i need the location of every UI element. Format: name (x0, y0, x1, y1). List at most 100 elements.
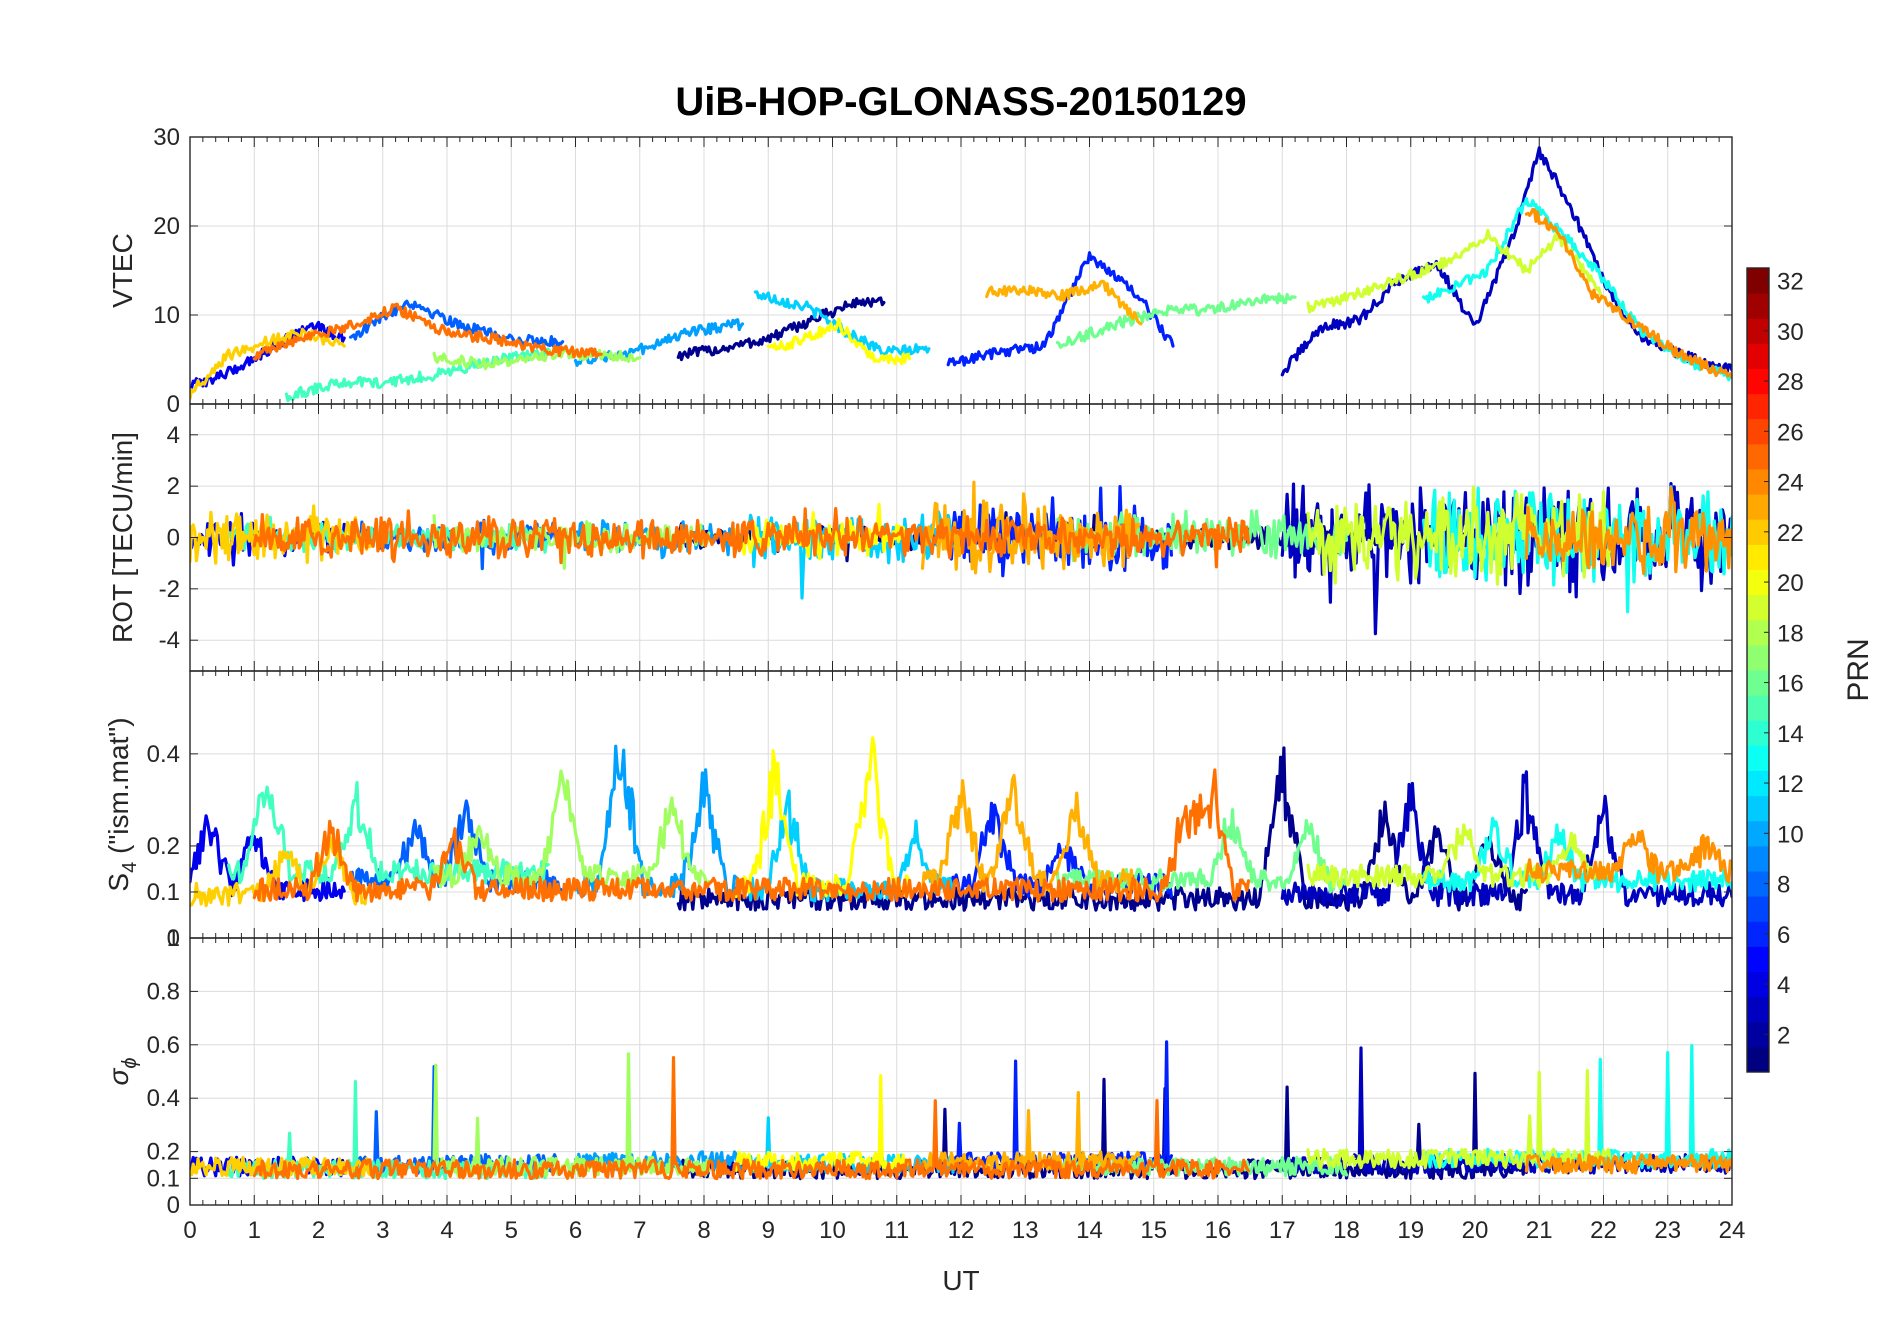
x-tick-label: 15 (1140, 1217, 1167, 1244)
colorbar-swatch (1747, 946, 1769, 972)
y-tick-label: 0.4 (147, 741, 180, 768)
colorbar-swatch (1747, 318, 1769, 344)
colorbar-swatch (1747, 443, 1769, 470)
colorbar-swatch (1747, 921, 1769, 947)
colorbar-tick-label: 28 (1777, 369, 1804, 396)
series-prn-16-vtec (1055, 292, 1297, 349)
x-tick-label: 23 (1654, 1217, 1681, 1244)
y-tick-label: 0.8 (147, 978, 180, 1005)
series-prn-23-s4 (1524, 829, 1732, 884)
x-axis-ticks: 0 1 2 3 4 5 6 7 8 9 10 11 12 13 14 15 16 17 18 19 20 21 22 23 24 (183, 1217, 1745, 1244)
colorbar-swatch (1747, 1046, 1769, 1073)
colorbar-swatch (1747, 820, 1769, 847)
y-tick-label: 0.4 (147, 1085, 180, 1112)
x-tick-label: 16 (1205, 1217, 1232, 1244)
y-tick-label: 4 (167, 422, 180, 449)
colorbar-swatch (1747, 619, 1769, 646)
colorbar-swatch (1747, 418, 1769, 445)
traces-vtec (190, 146, 1732, 403)
colorbar-swatch (1747, 393, 1769, 420)
colorbar-swatch (1747, 996, 1769, 1023)
colorbar-swatch (1747, 871, 1769, 897)
colorbar-swatch (1747, 770, 1769, 797)
series-prn-1-vtec (676, 296, 886, 362)
x-tick-label: 17 (1269, 1217, 1296, 1244)
y-axis-label-rest: ("ism.mat") (103, 717, 134, 861)
colorbar-swatch (1747, 845, 1769, 872)
y-tick-label: 0 (167, 525, 180, 552)
y-tick-label: 0.6 (147, 1032, 180, 1059)
colorbar-swatch (1747, 695, 1769, 721)
series-prn-24-rot (252, 507, 1251, 569)
y-axis-label-sigma: σϕ (103, 1057, 141, 1085)
series-prn-1-s4 (676, 746, 1528, 912)
series-prn-18-s4 (432, 769, 711, 889)
x-tick-label: 8 (697, 1217, 710, 1244)
x-tick-label: 10 (819, 1217, 846, 1244)
colorbar-swatch (1747, 494, 1769, 520)
x-tick-label: 9 (762, 1217, 775, 1244)
colorbar-swatch (1747, 971, 1769, 998)
colorbar-tick-label: 12 (1777, 771, 1804, 798)
y-axis-label-main: S (103, 873, 134, 892)
series-prn-16-sigma (1055, 1155, 1349, 1178)
x-tick-label: 22 (1590, 1217, 1617, 1244)
panel-s4: 00.10.20.4S4 ("ism.mat") (103, 670, 1733, 952)
colorbar-tick-label: 24 (1777, 470, 1804, 497)
traces-s4 (190, 736, 1732, 912)
series-prn-3-vtec (190, 320, 346, 390)
y-tick-label: 0 (167, 1192, 180, 1219)
series-prn-23-vtec (1524, 207, 1732, 379)
y-tick-label: 30 (153, 124, 180, 151)
x-tick-label: 0 (183, 1217, 196, 1244)
x-tick-label: 19 (1397, 1217, 1424, 1244)
series-prn-19-rot (1306, 485, 1612, 586)
x-tick-label: 18 (1333, 1217, 1360, 1244)
y-axis-label-sub: ϕ (119, 1057, 141, 1068)
colorbar-tick-label: 10 (1777, 821, 1804, 848)
panel-vtec: 0 10 20 30 VTEC (107, 124, 1733, 418)
x-tick-label: 1 (248, 1217, 261, 1244)
colorbar-tick-label: 8 (1777, 872, 1790, 899)
colorbar-tick-label: 30 (1777, 319, 1804, 346)
x-tick-label: 24 (1719, 1217, 1746, 1244)
colorbar-swatch (1747, 343, 1769, 369)
series-prn-12-sigma (1422, 1044, 1732, 1170)
series-prn-24-s4 (252, 768, 1251, 903)
y-tick-label: 2 (167, 473, 180, 500)
x-tick-label: 21 (1526, 1217, 1553, 1244)
series-prn-23-rot (1524, 486, 1732, 576)
x-tick-label: 4 (440, 1217, 453, 1244)
colorbar-swatch (1747, 896, 1769, 922)
x-tick-label: 6 (569, 1217, 582, 1244)
y-tick-label: 10 (153, 302, 180, 329)
y-tick-label: 0 (167, 925, 180, 952)
colorbar-tick-label: 32 (1777, 269, 1804, 296)
series-prn-14-s4 (227, 781, 550, 885)
series-prn-20-vtec (766, 317, 912, 366)
colorbar-tick-label: 22 (1777, 520, 1804, 547)
series-prn-3-s4 (190, 814, 346, 903)
colorbar-label: PRN (1842, 638, 1875, 701)
y-tick-label: 1 (167, 925, 180, 952)
x-tick-label: 13 (1012, 1217, 1039, 1244)
series-prn-14-vtec (284, 347, 552, 403)
colorbar-swatch (1747, 745, 1769, 771)
colorbar-swatch (1747, 670, 1769, 696)
y-axis-label-s4: S4 ("ism.mat") (103, 717, 141, 891)
colorbar-swatch (1747, 544, 1769, 570)
series-prn-21-vtec (190, 327, 346, 400)
traces-sigma (190, 1040, 1732, 1181)
y-tick-label: 20 (153, 213, 180, 240)
series-prn-20-s4 (734, 736, 910, 899)
colorbar-swatch (1747, 594, 1769, 621)
series-prn-12-s4 (1422, 816, 1732, 894)
series-prn-19-vtec (1306, 228, 1606, 314)
colorbar-swatch (1747, 795, 1769, 822)
series-prn-19-s4 (1306, 823, 1612, 889)
series-prn-7-sigma (349, 1065, 563, 1175)
y-axis-label-sub: 4 (119, 862, 141, 873)
series-prn-7-vtec (349, 299, 565, 348)
series-prn-21-sigma (190, 1155, 372, 1178)
